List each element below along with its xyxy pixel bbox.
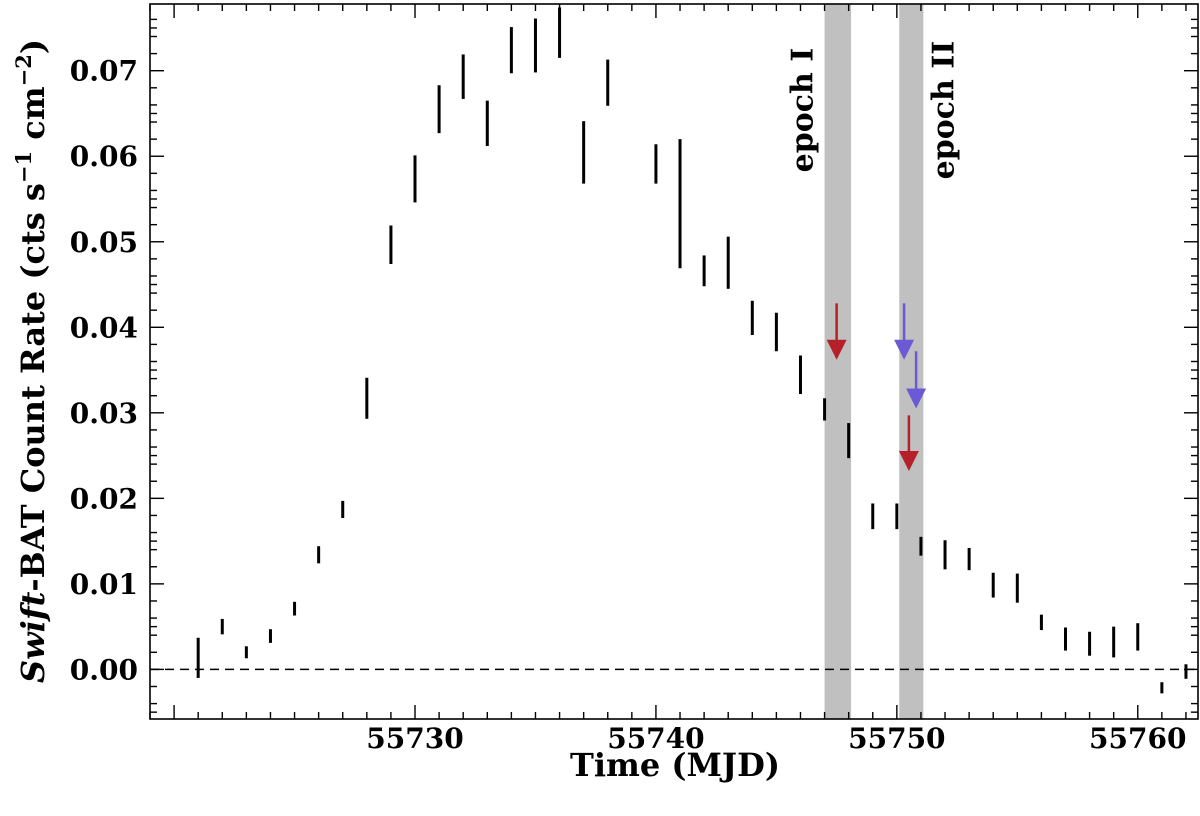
y-tick-label: 0.03 (70, 397, 138, 430)
y-axis-title-mid: cm (14, 86, 52, 151)
upper-limit-arrow-2 (894, 303, 915, 360)
y-tick-label: 0.06 (70, 140, 138, 173)
x-tick-label: 55750 (848, 722, 945, 755)
plot-border (149, 3, 1199, 720)
x-tick-label: 55730 (366, 722, 463, 755)
y-axis-title-sup2: −2 (11, 54, 36, 86)
y-tick-label: 0.01 (70, 568, 138, 601)
upper-limit-head (826, 339, 847, 360)
upper-limit-arrows (826, 303, 927, 471)
x-axis-title: Time (MJD) (570, 746, 780, 784)
y-tick-label: 0.07 (70, 55, 138, 88)
error-bar-series (196, 7, 1188, 694)
upper-limit-head (898, 450, 919, 471)
epoch-bands: epoch I epoch II (786, 4, 961, 719)
epoch-label-1: epoch I (786, 48, 821, 173)
tick-labels: 55730 55740 55750 55760 0.00 0.01 0.02 0.03 0.04… (70, 55, 1187, 755)
plot-frame (149, 3, 1199, 720)
y-tick-label: 0.05 (70, 226, 138, 259)
upper-limit-arrow-4 (898, 415, 919, 471)
upper-limit-arrow-3 (906, 351, 927, 409)
epoch-band-1 (824, 4, 852, 719)
y-axis-title: Swift-BAT Count Rate (cts s−1 cm−2) (11, 39, 52, 683)
y-tick-label: 0.02 (70, 482, 138, 515)
upper-limit-arrow-1 (826, 303, 847, 360)
y-tick-label: 0.00 (70, 653, 138, 686)
y-axis-title-main: -BAT Count Rate (cts s (14, 183, 52, 592)
epoch-label-2: epoch II (926, 41, 961, 180)
x-tick-label: 55760 (1089, 722, 1186, 755)
upper-limit-head (906, 388, 927, 409)
y-axis-title-sup1: −1 (11, 151, 36, 183)
y-axis-title-end: ) (14, 39, 52, 54)
x-tick-label: 55740 (607, 722, 704, 755)
upper-limit-head (894, 339, 915, 360)
y-tick-label: 0.04 (70, 311, 138, 344)
axis-ticks (149, 4, 1198, 719)
y-axis-title-italic: Swift (14, 591, 52, 683)
epoch-band-2 (899, 4, 924, 719)
